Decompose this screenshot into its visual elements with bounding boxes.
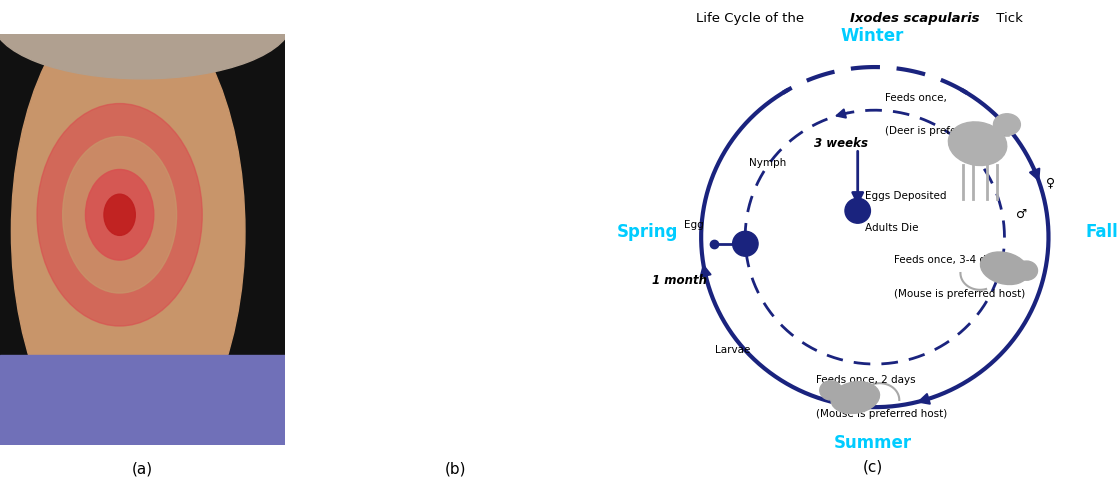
Text: Adults Die: Adults Die [865, 223, 918, 233]
Ellipse shape [37, 103, 202, 326]
Text: ♂: ♂ [1016, 208, 1028, 221]
Ellipse shape [1015, 261, 1038, 280]
Circle shape [733, 231, 758, 256]
Ellipse shape [0, 0, 292, 79]
Text: Fall: Fall [1086, 223, 1117, 241]
Text: Ixodes scapularis: Ixodes scapularis [850, 12, 980, 25]
Text: 2 μm: 2 μm [325, 389, 356, 402]
Ellipse shape [104, 194, 135, 235]
Text: 3 weeks: 3 weeks [813, 137, 868, 150]
Ellipse shape [993, 114, 1020, 136]
Text: Feeds once, 3-4 days: Feeds once, 3-4 days [895, 255, 1004, 265]
Text: Nymph: Nymph [748, 158, 786, 168]
Text: Spring: Spring [617, 223, 678, 241]
Text: Summer: Summer [833, 434, 911, 452]
Text: Feeds once, 2 days: Feeds once, 2 days [817, 375, 916, 385]
Text: (Mouse is preferred host): (Mouse is preferred host) [817, 409, 947, 419]
Ellipse shape [63, 137, 176, 293]
Text: Tick: Tick [992, 12, 1023, 25]
Polygon shape [0, 355, 285, 445]
Text: (Deer is preferred host): (Deer is preferred host) [885, 126, 1008, 136]
Text: (b): (b) [445, 462, 467, 477]
Text: 1 month: 1 month [652, 274, 707, 287]
Ellipse shape [11, 0, 245, 468]
Text: Life Cycle of the: Life Cycle of the [696, 12, 809, 25]
Text: (a): (a) [132, 462, 153, 477]
Ellipse shape [820, 381, 842, 400]
Ellipse shape [981, 252, 1029, 285]
Circle shape [844, 198, 870, 223]
Text: Feeds once,: Feeds once, [885, 92, 946, 103]
Text: (c): (c) [862, 459, 882, 474]
Text: Egg: Egg [684, 220, 704, 230]
Text: Larvae: Larvae [715, 345, 751, 355]
Ellipse shape [85, 170, 154, 260]
Text: Winter: Winter [841, 27, 904, 45]
Text: Eggs Deposited: Eggs Deposited [865, 191, 946, 201]
Text: ♀: ♀ [1047, 177, 1056, 190]
Ellipse shape [831, 382, 879, 413]
Text: (Mouse is preferred host): (Mouse is preferred host) [895, 289, 1025, 299]
Ellipse shape [948, 122, 1006, 166]
